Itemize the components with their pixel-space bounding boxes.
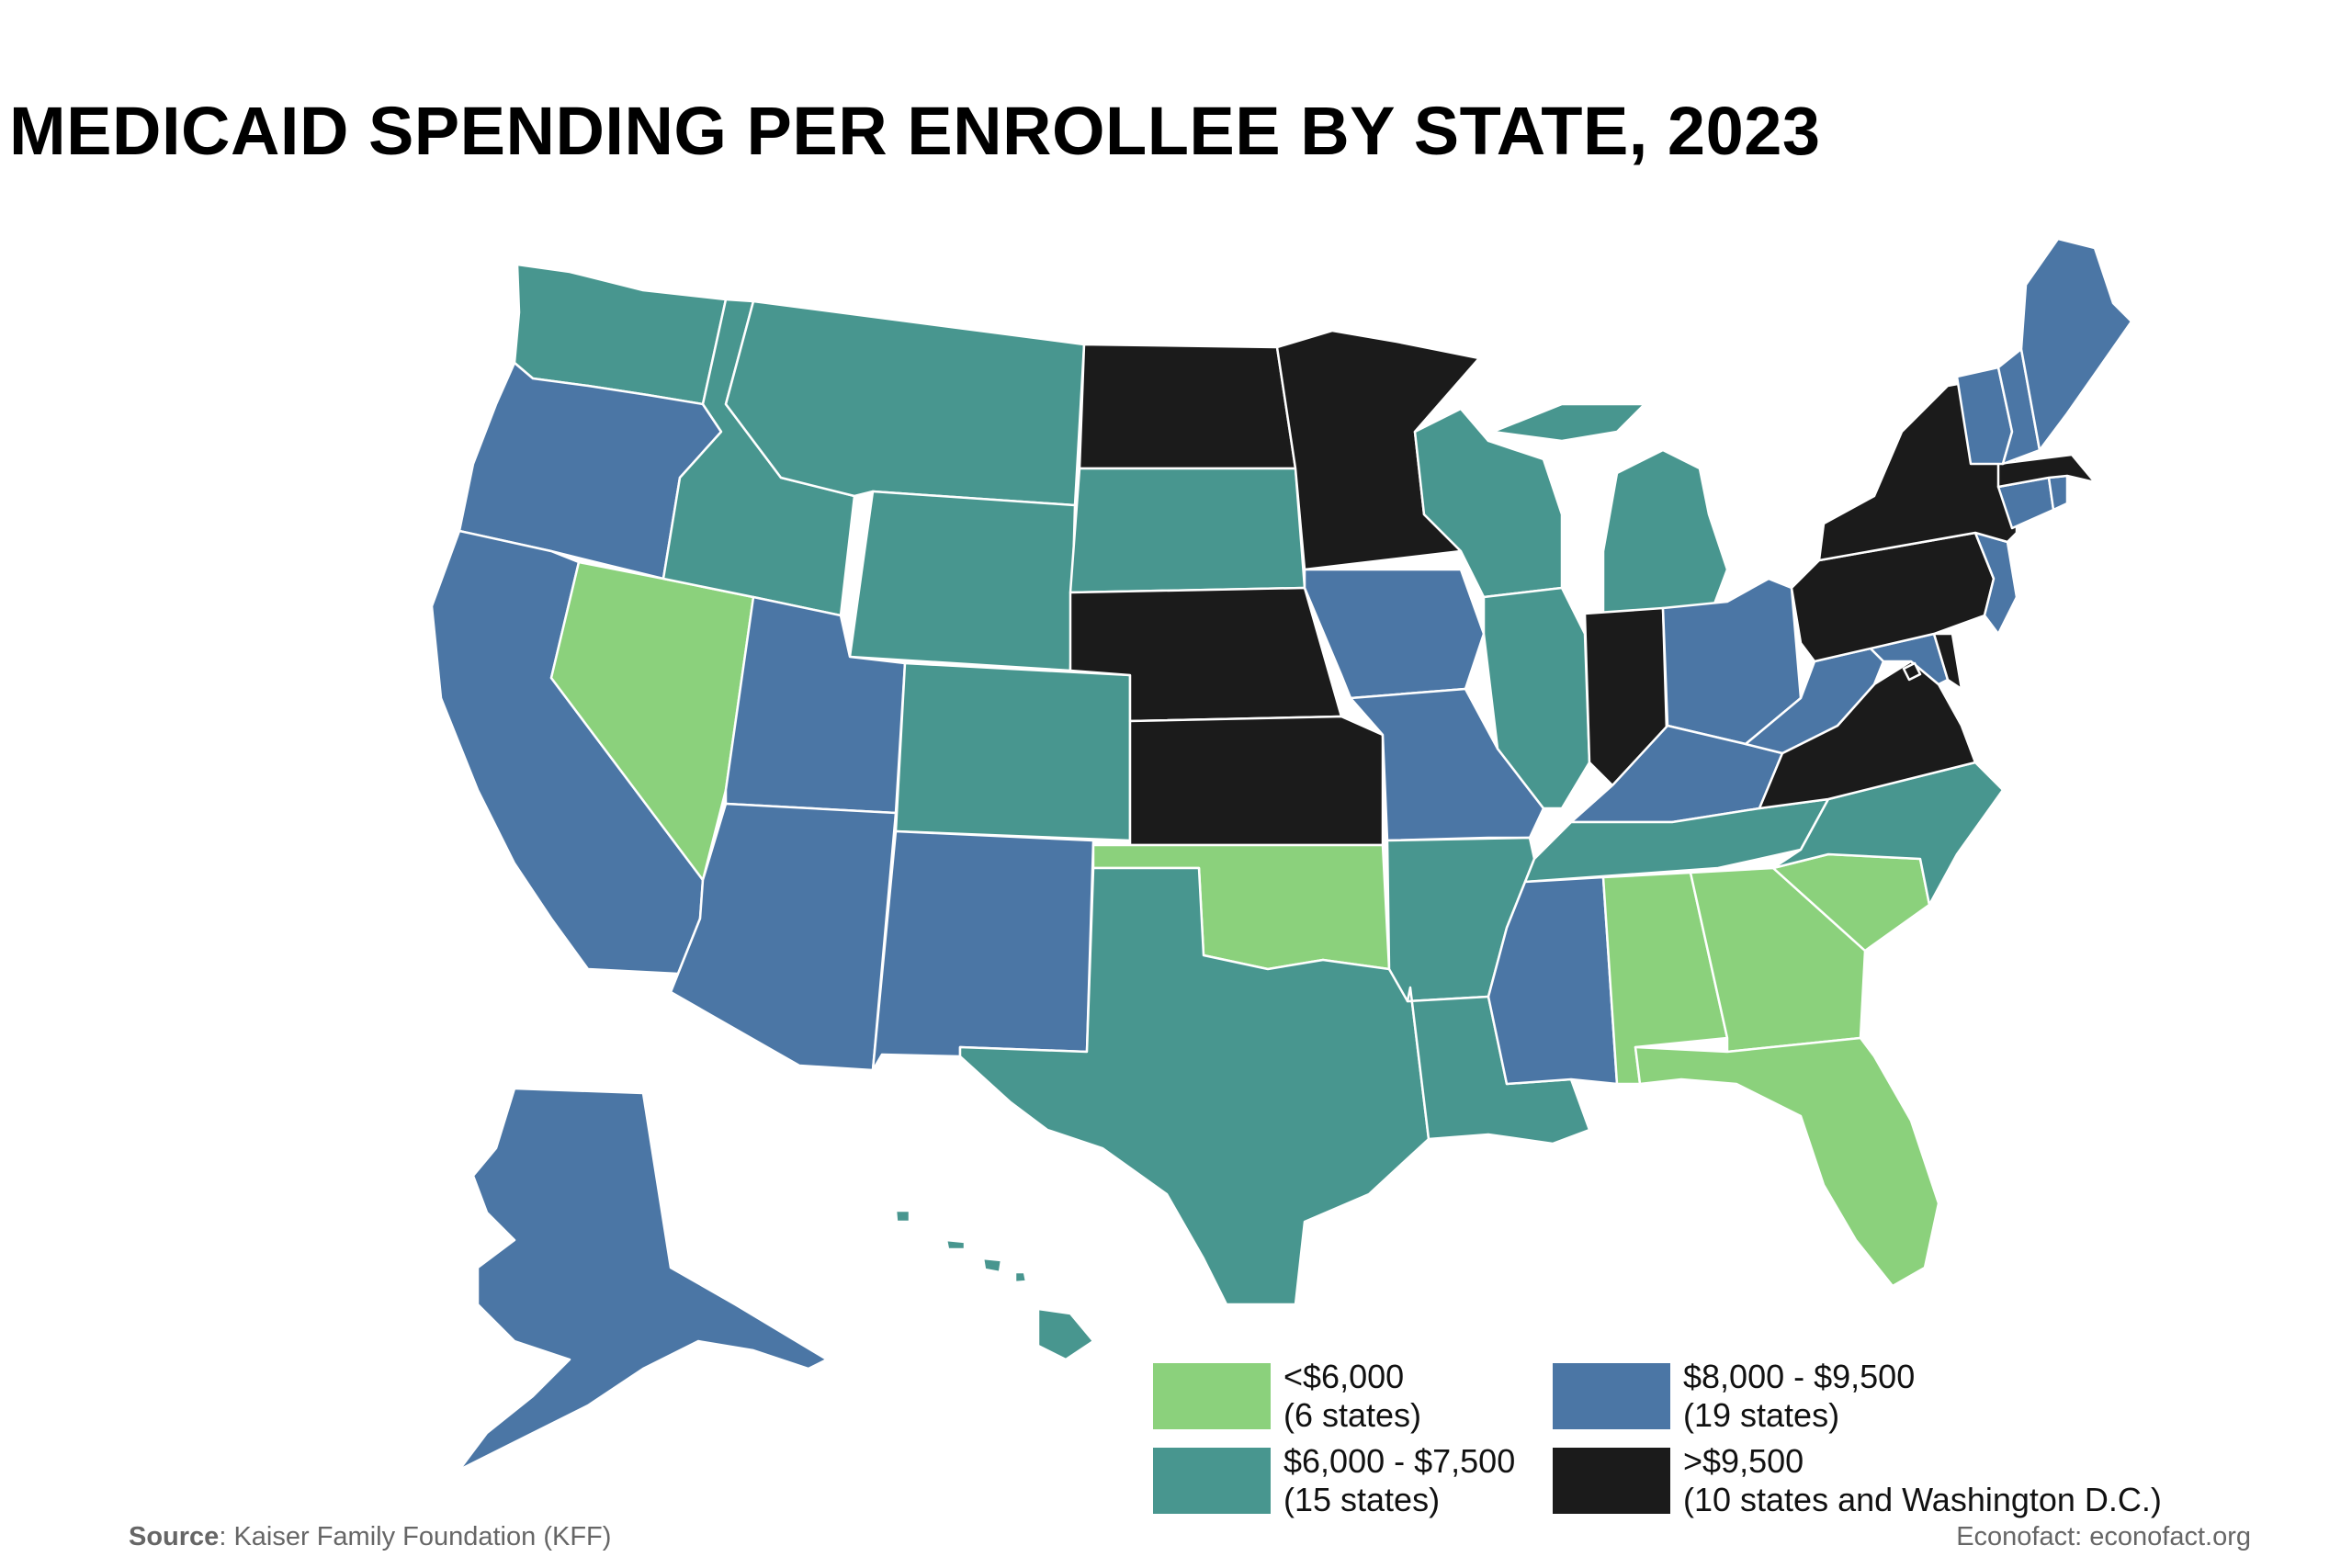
state-IL [1482, 586, 1591, 810]
state-MI [1491, 402, 1729, 615]
legend-swatch-mid [1153, 1448, 1271, 1514]
state-ME [2019, 237, 2133, 452]
state-AZ [669, 802, 898, 1072]
state-DE [1932, 632, 1963, 691]
legend-count-mid: (15 states) [1283, 1481, 1441, 1518]
legend-range-high: $8,000 - $9,500 [1683, 1358, 1916, 1395]
state-DC [1902, 661, 1922, 682]
legend-count-top: (10 states and Washington D.C.) [1683, 1481, 2162, 1518]
legend-swatch-top [1553, 1448, 1670, 1514]
legend-range-mid: $6,000 - $7,500 [1283, 1442, 1516, 1480]
legend-item-low: <$6,000 (6 states) [1153, 1358, 1421, 1435]
legend-item-mid: $6,000 - $7,500 (15 states) [1153, 1442, 1515, 1519]
legend-swatch-high [1553, 1363, 1670, 1429]
state-ND [1078, 343, 1297, 470]
state-CO [894, 661, 1132, 842]
state-AK [458, 1087, 829, 1472]
state-HI [894, 1209, 1095, 1361]
legend-count-low: (6 states) [1283, 1396, 1422, 1434]
state-WY [848, 490, 1077, 672]
state-KS [1128, 715, 1385, 847]
state-TX [958, 866, 1430, 1306]
legend-range-low: <$6,000 [1283, 1358, 1405, 1395]
legend-item-high: $8,000 - $9,500 (19 states) [1553, 1358, 1915, 1435]
state-MT [724, 299, 1086, 507]
legend-item-top: >$9,500 (10 states and Washington D.C.) [1553, 1442, 2162, 1519]
state-NH [1996, 347, 2041, 466]
source-label: Source [129, 1522, 220, 1551]
map-title: MEDICAID SPENDING PER ENROLLEE BY STATE,… [9, 93, 1821, 169]
legend-range-top: >$9,500 [1683, 1442, 1804, 1480]
state-SD [1069, 467, 1306, 594]
state-WI [1413, 407, 1564, 599]
legend-swatch-low [1153, 1363, 1271, 1429]
state-FL [1634, 1036, 1940, 1288]
state-NM [871, 829, 1095, 1072]
credit-note: Econofact: econofact.org [1956, 1522, 2251, 1551]
state-MA [1996, 453, 2097, 489]
source-note: Source: Kaiser Family Foundation (KFF) [129, 1522, 611, 1552]
state-RI [2047, 474, 2069, 512]
source-text: : Kaiser Family Foundation (KFF) [219, 1522, 612, 1551]
legend-count-high: (19 states) [1683, 1396, 1840, 1434]
